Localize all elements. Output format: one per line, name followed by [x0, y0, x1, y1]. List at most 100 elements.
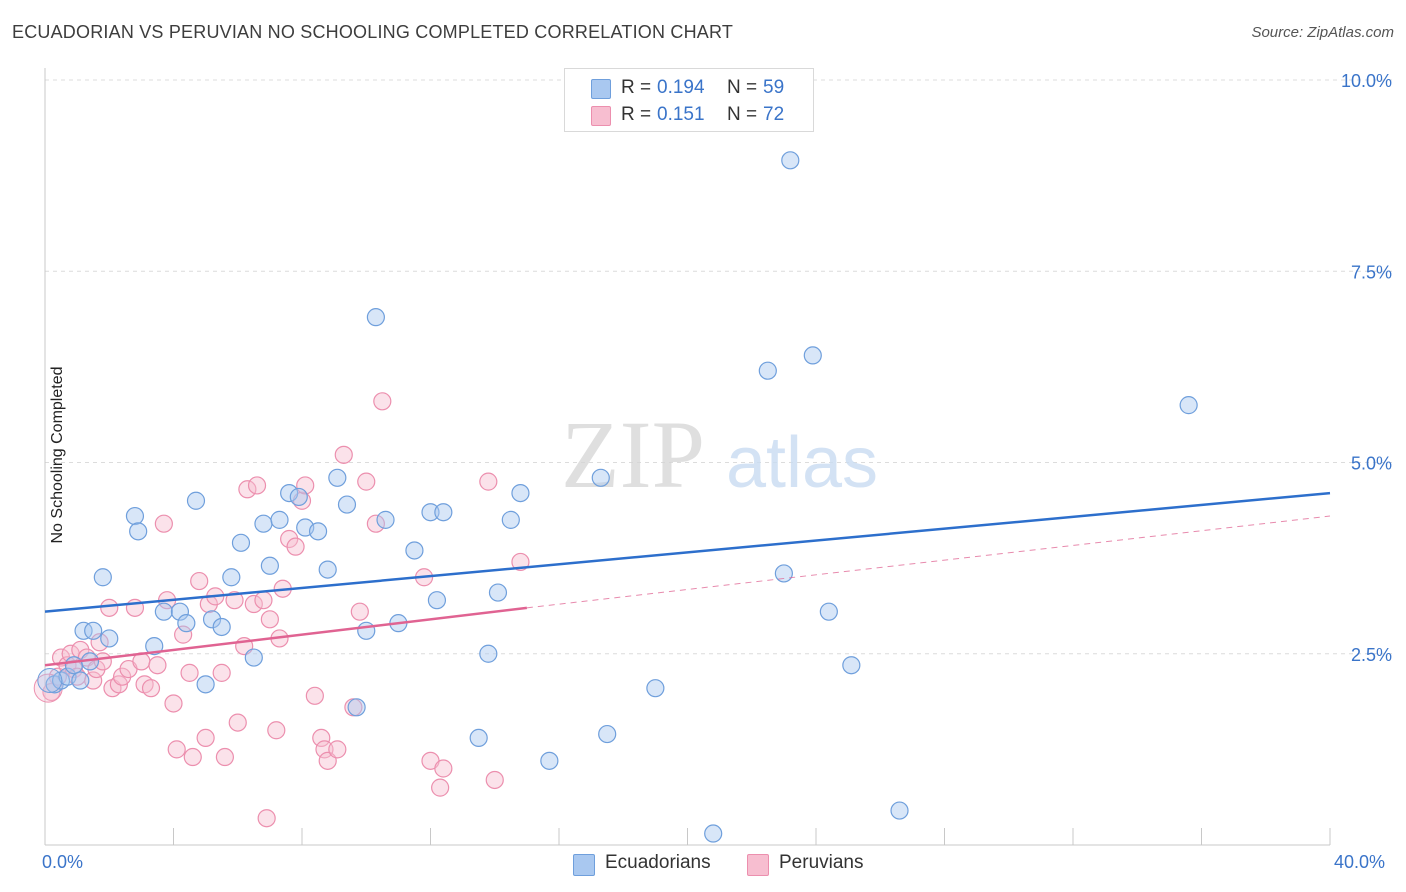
ecuadorian-point — [222, 568, 241, 587]
peruvian-point — [267, 721, 286, 740]
ecuadorian-point — [186, 491, 206, 510]
y-tick-label: 5.0% — [1351, 454, 1392, 474]
peruvian-point — [84, 671, 103, 690]
ecuadorian-point — [427, 591, 447, 610]
ecuadorian-point — [819, 602, 838, 621]
peruvian-trend-extension — [526, 515, 1331, 609]
legend-r-value: 0.151 — [657, 104, 705, 125]
peruvian-point — [190, 571, 209, 591]
legend-swatch-ecuadorians — [591, 79, 611, 99]
peruvian-point — [485, 770, 504, 790]
x-tick-min: 0.0% — [42, 852, 84, 872]
ecuadorian-point — [328, 468, 347, 487]
ecuadorian-point — [270, 510, 289, 529]
legend-row-ecuadorians: R = 0.194 N = 59 — [565, 75, 813, 101]
peruvian-point — [373, 392, 392, 411]
ecuadorian-point — [376, 510, 395, 529]
ecuadorian-point — [231, 533, 251, 552]
grid-lines — [45, 79, 1392, 655]
ecuadorian-point — [177, 614, 196, 633]
ecuadorian-point — [145, 636, 164, 656]
peruvian-point — [350, 602, 369, 621]
peruvian-point — [167, 740, 186, 759]
peruvian-point — [196, 728, 215, 748]
ecuadorian-point — [154, 602, 173, 621]
source-label: Source: ZipAtlas.com — [1251, 24, 1394, 41]
peruvian-point — [257, 809, 276, 828]
ecuadorian-point — [125, 506, 145, 526]
ecuadorian-point — [64, 656, 84, 675]
ecuadorian-trend-line — [44, 491, 1331, 613]
peruvian-point — [141, 679, 161, 698]
ecuadorian-point — [244, 648, 263, 667]
ecuadorian-point — [289, 487, 308, 507]
y-tick-label: 7.5% — [1351, 262, 1392, 282]
ecuadorian-point — [357, 621, 376, 640]
peruvian-point — [180, 663, 199, 682]
ecuadorian-point — [100, 629, 119, 648]
peruvian-trend-line — [44, 606, 528, 667]
ecuadorian-point — [781, 151, 800, 170]
ecuadorian-point — [84, 621, 103, 640]
bottom-legend-label: Peruvians — [779, 852, 864, 873]
stats-legend: R = 0.194 N = 59 R = 0.151 N = 72 — [564, 68, 814, 132]
ecuadorian-point — [704, 824, 723, 843]
ecuadorian-point — [591, 468, 610, 487]
peruvian-point — [215, 747, 234, 767]
peruvian-point — [228, 713, 247, 732]
ecuadorian-point — [488, 583, 508, 602]
ecuadorian-point — [469, 728, 488, 748]
peruvian-point — [164, 694, 183, 713]
ecuadorian-points — [37, 151, 1198, 843]
peruvian-point — [244, 594, 263, 614]
peruvian-point — [357, 472, 376, 491]
peruvian-point — [312, 728, 331, 748]
peruvian-point — [286, 537, 305, 556]
ecuadorian-point — [540, 751, 559, 770]
ecuadorian-point — [598, 724, 617, 744]
peruvian-point — [334, 445, 353, 464]
peruvian-point — [154, 514, 173, 533]
ecuadorian-point — [212, 617, 231, 637]
ecuadorian-point — [280, 484, 299, 503]
ecuadorian-point — [260, 556, 279, 575]
peruvian-point — [225, 591, 244, 610]
ecuadorian-point — [501, 510, 520, 529]
ecuadorian-point — [202, 610, 222, 629]
x-tick-max: 40.0% — [1334, 852, 1386, 872]
ecuadorian-point — [366, 308, 385, 327]
peruvian-point — [90, 633, 109, 652]
legend-swatch-peruvians — [591, 106, 611, 126]
peruvian-point — [247, 476, 267, 495]
axes — [44, 68, 1331, 846]
peruvian-point — [260, 610, 279, 629]
watermark-zip: ZIP — [561, 401, 705, 508]
ecuadorian-point — [803, 346, 822, 365]
trend-lines — [44, 491, 1331, 667]
legend-n-label: N = — [727, 77, 758, 98]
peruvian-point — [212, 663, 231, 682]
peruvian-point — [148, 656, 167, 675]
legend-r-label: R = — [621, 104, 652, 125]
chart-title: ECUADORIAN VS PERUVIAN NO SCHOOLING COMP… — [12, 22, 734, 42]
peruvian-point — [328, 740, 347, 759]
peruvian-point — [100, 598, 119, 617]
peruvian-point — [254, 591, 273, 610]
peruvian-point — [238, 480, 257, 499]
ecuadorian-point — [347, 698, 366, 717]
y-axis-label: No Schooling Completed — [49, 366, 66, 544]
ecuadorian-point — [774, 564, 793, 583]
ecuadorian-point — [434, 503, 453, 522]
ecuadorian-point — [842, 656, 861, 675]
peruvian-point — [366, 514, 385, 533]
ecuadorian-point — [74, 621, 93, 640]
peruvian-point — [305, 686, 324, 705]
ecuadorian-point — [405, 541, 424, 560]
legend-r-value: 0.194 — [657, 77, 705, 98]
legend-n-label: N = — [727, 104, 758, 125]
ecuadorian-point — [129, 522, 148, 541]
peruvian-point — [174, 625, 193, 644]
peruvian-point — [434, 759, 453, 778]
ecuadorian-point-cluster — [37, 668, 63, 694]
